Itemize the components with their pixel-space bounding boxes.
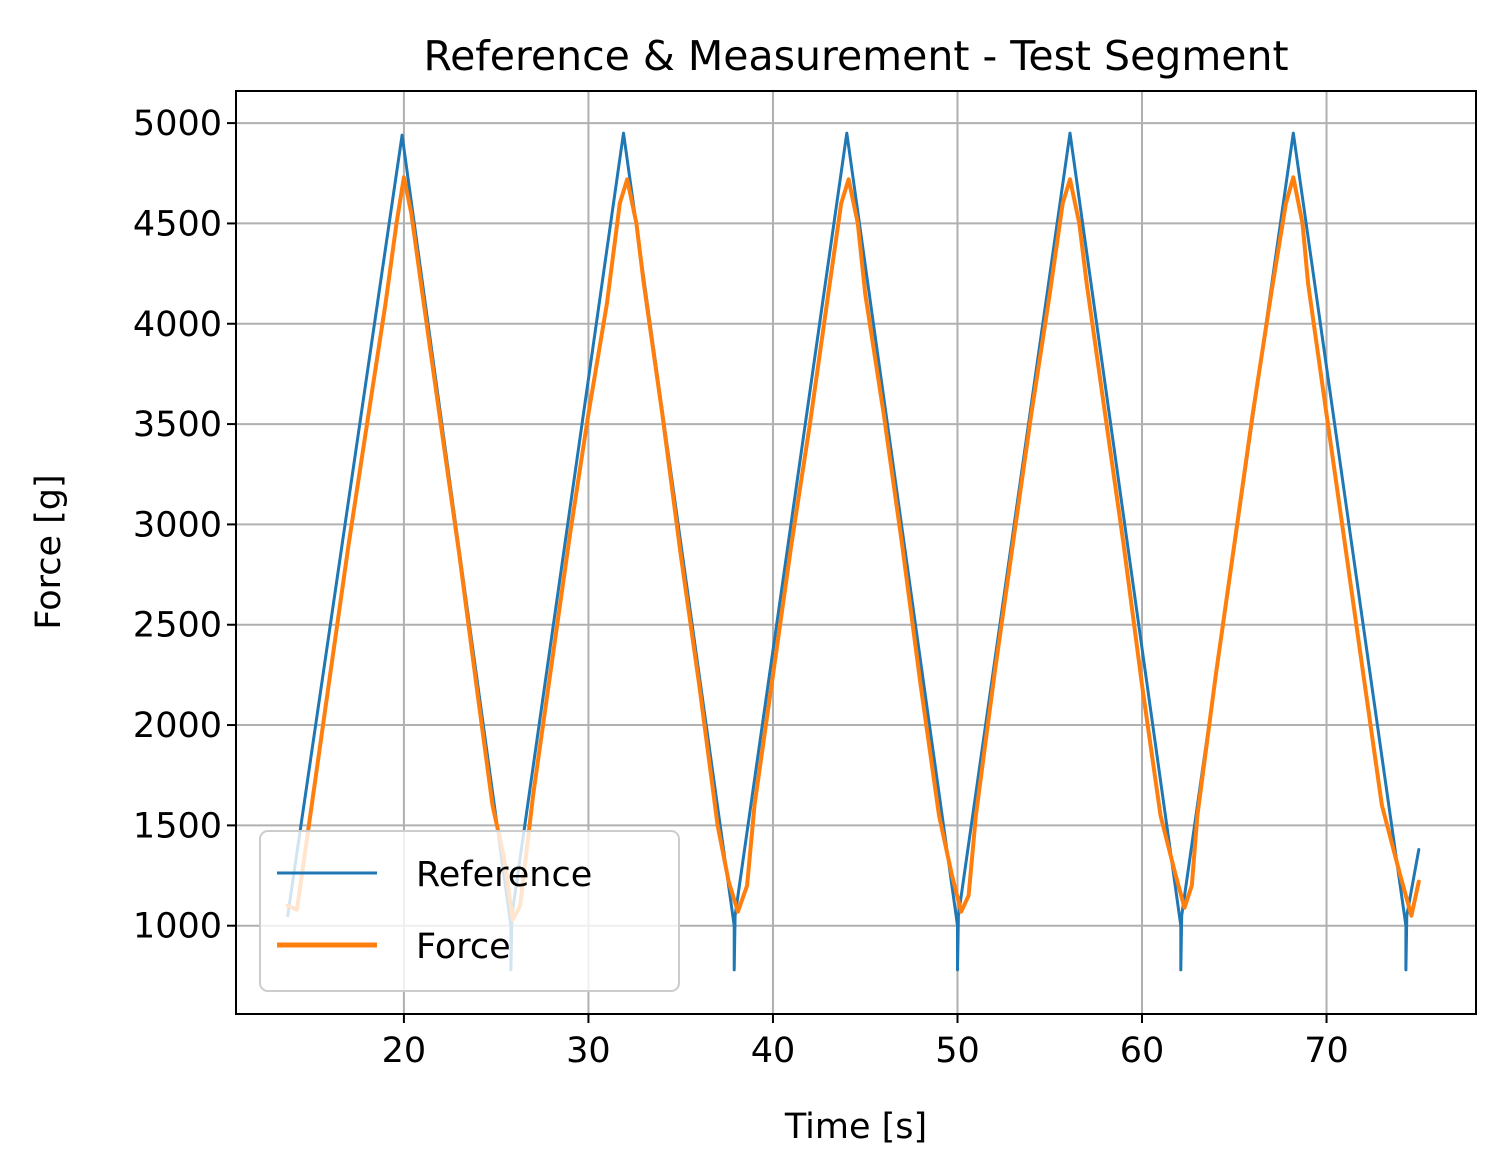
x-tick-label: 20 [382,1031,427,1071]
legend-label-force: Force [416,927,511,967]
y-tick-label: 3500 [133,405,222,445]
x-tick-label: 30 [566,1031,611,1071]
legend: Reference Force [259,830,680,992]
x-tick-label: 60 [1120,1031,1165,1071]
y-tick-label: 4500 [133,204,222,244]
y-tick-label: 5000 [133,104,222,144]
y-tick-label: 3000 [133,505,222,545]
y-tick-label: 2000 [133,706,222,746]
y-tick-label: 1500 [133,806,222,846]
ticks: 20 30 40 50 60 70 1000 1500 2000 2500 3000 3500 4000… [133,104,1349,1071]
x-tick-label: 70 [1304,1031,1349,1071]
legend-box [259,830,680,992]
series-line-force [285,175,1421,922]
y-tick-label: 2500 [133,606,222,646]
legend-label-reference: Reference [416,855,592,895]
x-tick-label: 50 [935,1031,980,1071]
y-tick-label: 1000 [133,907,222,947]
chart-title: Reference & Measurement - Test Segment [423,32,1288,80]
x-tick-label: 40 [751,1031,796,1071]
y-axis-title: Force [g] [29,474,69,629]
x-axis-title: Time [s] [784,1107,927,1147]
plot-area-frame [235,90,1477,1015]
y-tick-label: 4000 [133,305,222,345]
